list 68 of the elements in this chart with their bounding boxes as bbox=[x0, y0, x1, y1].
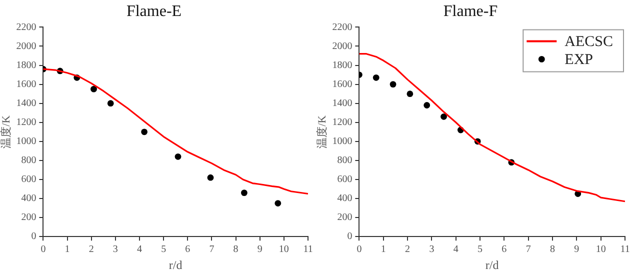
point bbox=[390, 81, 396, 88]
y-tick-label: 1400 bbox=[16, 98, 36, 109]
point bbox=[424, 102, 430, 108]
y-tick-label: 800 bbox=[337, 155, 352, 166]
legend-label: EXP bbox=[564, 52, 593, 68]
y-tick-label: 2200 bbox=[332, 22, 352, 33]
y-axis-title: 温度/K bbox=[0, 115, 12, 148]
x-tick-label: 5 bbox=[161, 244, 166, 256]
x-tick-label: 1 bbox=[380, 244, 386, 256]
x-tick-label: 3 bbox=[112, 244, 118, 256]
y-tick-label: 0 bbox=[347, 231, 352, 242]
x-tick-label: 7 bbox=[209, 244, 214, 256]
y-tick-label: 1000 bbox=[332, 136, 352, 148]
point bbox=[440, 113, 447, 120]
x-tick-label: 11 bbox=[620, 244, 630, 256]
x-tick-label: 0 bbox=[356, 244, 362, 256]
chart-title: Flame-F bbox=[443, 2, 498, 20]
point bbox=[141, 128, 148, 136]
x-tick-label: 9 bbox=[574, 244, 580, 256]
y-tick-label: 1600 bbox=[332, 78, 352, 90]
chart-title: Flame-E bbox=[126, 2, 182, 20]
y-tick-label: 2200 bbox=[16, 22, 36, 33]
x-tick-label: 5 bbox=[478, 244, 483, 256]
y-tick-label: 600 bbox=[337, 174, 352, 186]
point bbox=[107, 100, 114, 107]
x-tick-label: 1 bbox=[64, 244, 70, 256]
point bbox=[207, 174, 214, 181]
x-tick-label: 10 bbox=[596, 244, 606, 256]
point bbox=[241, 190, 248, 196]
x-tick-label: 8 bbox=[550, 244, 556, 256]
point bbox=[372, 74, 380, 81]
x-axis-title: r/d bbox=[168, 258, 182, 272]
x-tick-label: 8 bbox=[233, 244, 238, 256]
y-tick-label: 1400 bbox=[332, 98, 352, 109]
y-tick-label: 1800 bbox=[332, 60, 352, 71]
y-tick-label: 0 bbox=[31, 231, 36, 242]
y-tick-label: 1000 bbox=[16, 136, 36, 148]
y-axis-title: 温度/K bbox=[315, 115, 328, 148]
y-tick-label: 400 bbox=[21, 193, 36, 204]
y-tick-label: 2000 bbox=[332, 40, 352, 52]
y-tick-label: 1200 bbox=[332, 117, 352, 128]
y-tick-label: 1800 bbox=[16, 60, 36, 71]
x-tick-label: 2 bbox=[405, 244, 410, 256]
x-tick-label: 6 bbox=[502, 244, 507, 256]
y-tick-label: 400 bbox=[337, 193, 352, 204]
y-tick-label: 200 bbox=[21, 212, 36, 224]
x-tick-label: 10 bbox=[278, 244, 289, 256]
y-tick-label: 2000 bbox=[16, 40, 36, 52]
x-tick-label: 6 bbox=[185, 244, 190, 256]
y-tick-label: 800 bbox=[21, 155, 36, 166]
x-tick-label: 4 bbox=[136, 244, 142, 256]
point bbox=[90, 86, 97, 92]
x-tick-label: 4 bbox=[453, 244, 458, 256]
point bbox=[174, 153, 182, 160]
y-tick-label: 1200 bbox=[16, 117, 36, 128]
x-tick-label: 2 bbox=[88, 244, 94, 256]
x-axis-title: r/d bbox=[485, 258, 499, 272]
x-tick-label: 0 bbox=[40, 244, 46, 256]
x-tick-label: 3 bbox=[429, 244, 434, 256]
x-tick-label: 11 bbox=[303, 244, 313, 256]
y-tick-label: 600 bbox=[21, 174, 36, 186]
y-tick-label: 200 bbox=[337, 212, 352, 224]
point bbox=[274, 200, 282, 206]
point bbox=[406, 90, 414, 98]
legend-label: AECSC bbox=[564, 34, 614, 50]
y-tick-label: 1600 bbox=[16, 78, 36, 90]
x-tick-label: 9 bbox=[257, 244, 262, 256]
x-tick-label: 7 bbox=[526, 244, 531, 256]
